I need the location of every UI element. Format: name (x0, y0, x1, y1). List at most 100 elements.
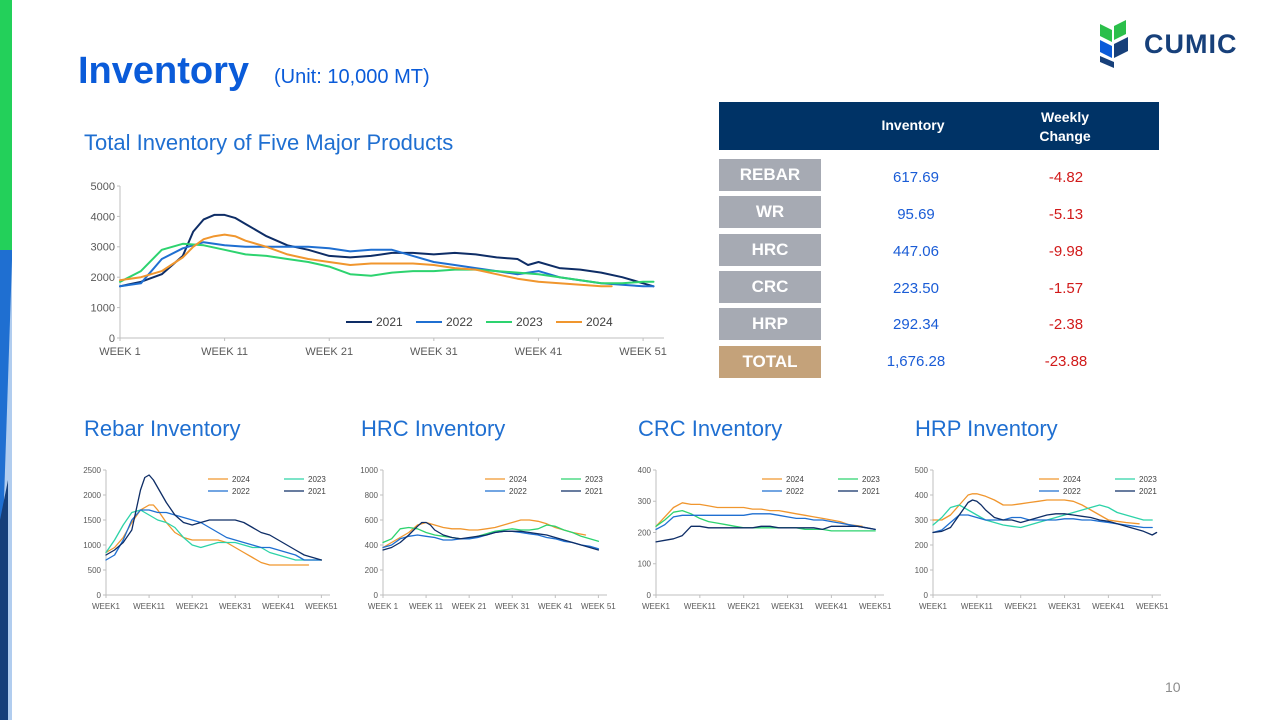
series-line-2022 (655, 513, 876, 531)
legend-label-2023: 2023 (1139, 475, 1157, 484)
x-tick-label: WEEK21 (176, 602, 209, 611)
logo-mark-green (1100, 20, 1126, 42)
total-inventory-chart: 0 1000 2000 3000 4000 5000 WEEK 1 WEEK 11 WEEK 2… (91, 181, 667, 358)
y-tick-label: 2000 (83, 491, 101, 500)
page-number: 10 (1165, 679, 1181, 695)
row-label-wr: WR (719, 196, 821, 228)
series-line-2023 (105, 509, 323, 561)
inventory-value-hrc: 447.06 (893, 243, 939, 260)
x-tick-label: WEEK31 (1048, 602, 1081, 611)
legend-label-2021: 2021 (376, 315, 403, 329)
x-tick-label: WEEK11 (684, 602, 716, 611)
row-label-crc: CRC (719, 271, 821, 303)
y-tick-label: 100 (915, 566, 929, 575)
rebar-inventory-chart: 0 500 1000 1500 2000 2500 WEEK1 WEEK11 WEEK21 WEE… (83, 466, 338, 611)
change-value-crc: -1.57 (1048, 280, 1084, 297)
series-line-2024 (932, 493, 1140, 525)
x-tick-label: WEEK41 (1092, 602, 1125, 611)
series-line-2024 (119, 233, 613, 288)
inventory-value-hrp: 292.34 (893, 316, 939, 333)
series-line-2022 (105, 509, 323, 561)
x-tick-label: WEEK51 (305, 602, 338, 611)
change-value-rebar: -4.82 (1048, 169, 1084, 186)
crc-chart-title: CRC Inventory (638, 416, 783, 441)
inventory-value-crc: 223.50 (893, 280, 939, 297)
x-tick-label: WEEK 41 (515, 346, 563, 358)
y-tick-label: 400 (915, 491, 929, 500)
x-tick-label: WEEK1 (919, 602, 948, 611)
legend-label-2024: 2024 (586, 315, 613, 329)
x-tick-label: WEEK 51 (619, 346, 667, 358)
row-label-rebar: REBAR (719, 159, 821, 191)
x-tick-label: WEEK 21 (452, 602, 487, 611)
legend-label-2023: 2023 (862, 475, 880, 484)
x-tick-label: WEEK11 (961, 602, 993, 611)
x-tick-label: WEEK11 (133, 602, 165, 611)
legend-label-2022: 2022 (1063, 487, 1081, 496)
column-header-inventory: Inventory (881, 117, 945, 133)
series-line-2021 (105, 474, 323, 561)
legend-label-2021: 2021 (585, 487, 603, 496)
y-tick-label: 200 (638, 528, 652, 537)
row-label-hrp: HRP (719, 308, 821, 340)
y-tick-label: 1000 (91, 302, 115, 314)
legend-label-2024: 2024 (509, 475, 527, 484)
company-logo: CUMIC (1100, 20, 1238, 68)
hrp-inventory-chart: 0 100 200 300 400 500 WEEK1 WEEK11 WEEK21 WEEK31 W… (915, 466, 1169, 611)
legend-label-2023: 2023 (585, 475, 603, 484)
y-tick-label: 200 (915, 541, 929, 550)
legend-label-2021: 2021 (1139, 487, 1157, 496)
change-value-hrp: -2.38 (1048, 316, 1084, 333)
y-tick-label: 0 (374, 591, 379, 600)
inventory-value-wr: 95.69 (897, 206, 935, 223)
x-tick-label: WEEK21 (1004, 602, 1037, 611)
y-tick-label: 5000 (91, 181, 115, 193)
y-tick-label: 3000 (91, 242, 115, 254)
series-line-2023 (932, 504, 1153, 529)
page-title: Inventory (78, 50, 250, 92)
row-label-hrc: HRC (719, 234, 821, 266)
x-tick-label: WEEK1 (92, 602, 121, 611)
x-tick-label: WEEK 11 (201, 346, 248, 358)
y-tick-label: 300 (915, 516, 929, 525)
edge-accent-bar (0, 0, 12, 720)
logo-text: CUMIC (1144, 29, 1238, 59)
legend-label-2021: 2021 (862, 487, 880, 496)
column-header-weekly-change: Weekly Change (1039, 109, 1091, 144)
legend-label-2024: 2024 (1063, 475, 1081, 484)
y-tick-label: 2500 (83, 466, 101, 475)
legend-label-2022: 2022 (509, 487, 527, 496)
x-tick-label: WEEK 11 (409, 602, 444, 611)
x-tick-label: WEEK31 (771, 602, 804, 611)
change-value-wr: -5.13 (1048, 206, 1084, 223)
y-tick-label: 1000 (83, 541, 101, 550)
inventory-value-rebar: 617.69 (893, 169, 939, 186)
logo-mark-blue (1100, 40, 1112, 58)
legend-label-2024: 2024 (786, 475, 804, 484)
legend-label-2022: 2022 (232, 487, 250, 496)
x-tick-label: WEEK 1 (368, 602, 399, 611)
total-chart-title: Total Inventory of Five Major Products (84, 130, 454, 155)
series-line-2023 (655, 509, 876, 532)
legend-label-2023: 2023 (516, 315, 543, 329)
table-header: Inventory Weekly Change (719, 102, 1159, 150)
x-tick-label: WEEK 1 (99, 346, 141, 358)
x-tick-label: WEEK 31 (495, 602, 530, 611)
legend-label-2022: 2022 (446, 315, 473, 329)
series-line-2021 (119, 213, 655, 288)
legend-label-2022: 2022 (786, 487, 804, 496)
unit-label: (Unit: 10,000 MT) (274, 66, 430, 88)
series-line-2021 (382, 521, 600, 551)
y-tick-label: 1000 (360, 466, 378, 475)
y-tick-label: 400 (365, 541, 379, 550)
x-tick-label: WEEK 21 (305, 346, 353, 358)
y-tick-label: 0 (109, 333, 115, 345)
x-tick-label: WEEK 51 (581, 602, 616, 611)
y-tick-label: 0 (97, 591, 102, 600)
row-label-total: TOTAL (719, 346, 821, 378)
crc-inventory-chart: 0 100 200 300 400 WEEK1 WEEK11 WEEK21 WEEK31 WEEK… (638, 466, 892, 611)
x-tick-label: WEEK41 (262, 602, 295, 611)
x-tick-label: WEEK 31 (410, 346, 458, 358)
legend-label-2023: 2023 (308, 475, 326, 484)
legend-label-2021: 2021 (308, 487, 326, 496)
